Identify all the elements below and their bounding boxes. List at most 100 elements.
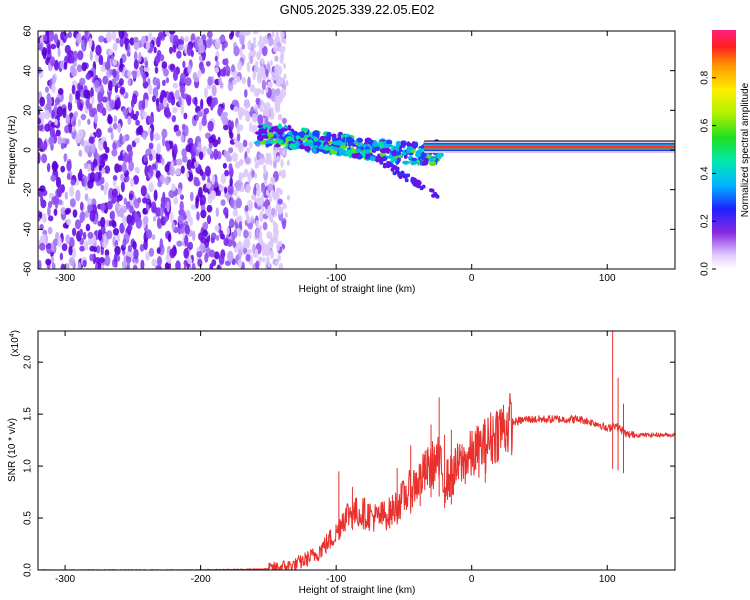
snr-y-ticks: 0.0 0.5 1.0 1.5 2.0: [23, 355, 675, 577]
spectrogram-x-tick-label: 0: [469, 273, 475, 284]
spectrogram-cell: [79, 168, 83, 178]
spectrogram-cell: [265, 152, 269, 159]
spectrogram-cell: [276, 102, 280, 109]
spectrogram-cell: [242, 108, 246, 116]
spectrogram-cell: [222, 66, 226, 77]
spectrogram-cell: [184, 234, 189, 246]
spectrogram-cell: [137, 197, 142, 204]
spectrogram-ridge-cell: [323, 146, 331, 151]
spectrogram-cell: [127, 223, 133, 232]
spectrogram-cell: [72, 120, 76, 127]
spectrogram-cell: [166, 201, 170, 213]
spectrogram-cell: [101, 96, 108, 103]
spectrogram-cell: [107, 115, 113, 125]
spectrogram-y-tick-label: 0: [23, 147, 34, 153]
spectrogram-cell: [202, 229, 208, 237]
spectrogram-cell: [246, 147, 250, 154]
spectrogram-cell: [238, 172, 243, 183]
spectrogram-cell: [232, 79, 238, 85]
spectrogram-cell: [198, 121, 203, 132]
colorbar-label: Normalized spectral amplitude: [740, 82, 750, 217]
spectrogram-cell: [237, 142, 244, 153]
spectrogram-cell: [248, 141, 253, 149]
spectrogram-cell: [269, 81, 273, 88]
spectrogram-cell: [286, 194, 290, 201]
spectrogram-cell: [140, 65, 144, 76]
spectrogram-cell: [237, 249, 242, 260]
spectrogram-cell: [197, 69, 202, 78]
spectrogram-cell: [255, 228, 260, 238]
spectrogram-cell: [79, 102, 83, 112]
spectrogram-cell: [144, 165, 149, 177]
spectrogram-cell: [244, 98, 250, 110]
spectrogram-cell: [260, 194, 264, 206]
spectrogram-cell: [61, 243, 68, 252]
spectrogram-cell: [180, 104, 184, 116]
spectrogram-ridge-cell: [353, 140, 358, 144]
spectrogram-cell: [107, 127, 113, 133]
spectrogram-ridge-cell: [413, 180, 418, 185]
spectrogram-cell: [171, 183, 176, 192]
spectrogram-cell: [151, 258, 158, 267]
spectrogram-cell: [207, 76, 213, 86]
spectrogram-cell: [66, 160, 72, 172]
spectrogram-ridge-cell: [295, 135, 300, 140]
spectrogram-cell: [233, 229, 238, 239]
spectrogram-cell: [262, 36, 266, 43]
spectrogram-cell: [146, 204, 150, 211]
spectrogram-cell: [82, 259, 87, 268]
spectrogram-cell: [60, 207, 66, 215]
spectrogram-ridge-cell: [395, 169, 400, 174]
spectrogram-cell: [66, 172, 71, 181]
spectrogram-cell: [178, 209, 183, 216]
spectrogram-cell: [200, 204, 206, 212]
spectrogram-cell: [75, 90, 81, 101]
spectrogram-ridge-cell: [291, 130, 298, 136]
spectrogram-ridge-cell: [400, 140, 405, 147]
spectrogram-cell: [121, 135, 127, 143]
spectrogram-cell: [93, 158, 98, 168]
spectrogram-cell: [167, 233, 172, 243]
spectrogram-cell: [57, 88, 64, 96]
spectrogram-cell: [182, 155, 188, 163]
spectrogram-cell: [244, 156, 251, 165]
spectrogram-ridge-cell: [373, 146, 381, 151]
spectrogram-cell: [123, 197, 128, 205]
spectrogram-cell: [169, 248, 176, 259]
spectrogram-y-ticks: -60 -40 -20 0 20 40 60: [23, 25, 675, 276]
spectrogram-cell: [259, 231, 263, 238]
spectrogram-cell: [47, 43, 51, 55]
spectrogram-cell: [172, 70, 179, 81]
spectrogram-cell: [235, 179, 242, 192]
spectrogram-cell: [127, 244, 133, 253]
spectrogram-cell: [125, 201, 131, 210]
spectrogram-cell: [142, 73, 147, 84]
spectrogram-cells: [38, 31, 290, 269]
spectrogram-cell: [54, 103, 58, 112]
spectrogram-x-tick-label: -200: [191, 273, 211, 284]
spectrogram-cell: [265, 37, 268, 44]
spectrogram-cell: [275, 95, 279, 102]
spectrogram-cell: [55, 176, 62, 188]
spectrogram-cell: [112, 180, 117, 187]
spectrogram-ridge-cell: [270, 139, 275, 145]
spectrogram-cell: [47, 226, 53, 235]
spectrogram-cell: [199, 242, 206, 253]
spectrogram-cell: [177, 214, 184, 225]
spectrogram-cell: [38, 152, 41, 164]
spectrogram-cell: [149, 166, 154, 177]
spectrogram-cell: [261, 205, 265, 212]
spectrogram-cell: [83, 175, 87, 187]
spectrogram-cell: [200, 209, 207, 219]
spectrogram-cell: [269, 238, 274, 249]
spectrogram-cell: [162, 97, 168, 108]
spectrogram-cell: [142, 131, 147, 140]
spectrogram-cell: [224, 186, 228, 194]
spectrogram-cell: [214, 67, 220, 73]
spectrogram-cell: [101, 107, 107, 117]
spectrogram-ridge-cell: [332, 140, 341, 146]
spectrogram-cell: [39, 242, 46, 251]
spectrogram-cell: [98, 164, 103, 171]
spectrogram-cell: [251, 170, 256, 178]
